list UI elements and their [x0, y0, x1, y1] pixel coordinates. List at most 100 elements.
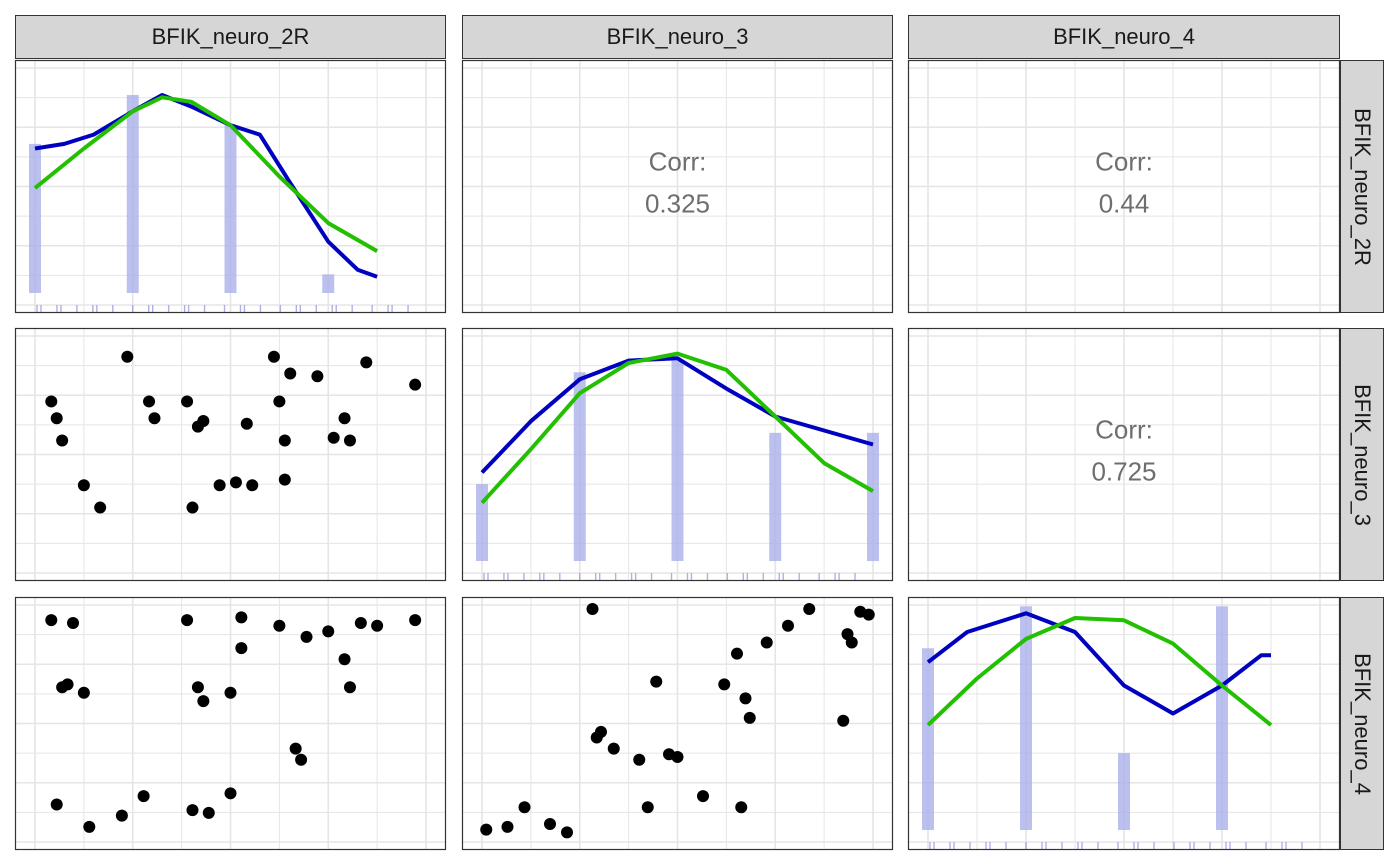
scatter-point [50, 798, 63, 811]
histogram-bar [573, 372, 586, 561]
facet-header-col2: BFIK_neuro_3 [462, 15, 893, 59]
scatter-point [845, 636, 858, 649]
scatter-point [229, 476, 242, 489]
panel-border [907, 596, 1340, 851]
scatter-point [121, 350, 134, 363]
corr-value: 0.44 [1099, 189, 1150, 219]
normal-curve-line [926, 616, 1273, 727]
scatter-point [837, 714, 850, 727]
facet-header-row3-label: BFIK_neuro_4 [1350, 652, 1375, 795]
scatter-point [137, 790, 150, 803]
histogram-bar [29, 143, 41, 293]
scatter-point [202, 806, 215, 819]
scatter-point [186, 804, 199, 817]
corr-value: 0.725 [1091, 457, 1156, 487]
scatter-point [77, 686, 90, 699]
panel-border [461, 327, 894, 582]
corr-label: Corr: [1095, 415, 1153, 445]
scatter-point [586, 603, 599, 615]
facet-header-col1-label: BFIK_neuro_2R [151, 24, 310, 49]
scatter-point [354, 616, 367, 629]
scatter-point [718, 678, 731, 691]
scatter-point [50, 412, 63, 425]
scatter-point [246, 479, 259, 492]
scatter-point [501, 820, 514, 833]
density-line [34, 93, 378, 279]
scatter-point [284, 367, 297, 380]
scatter-point [360, 356, 373, 369]
scatter-point [235, 611, 248, 624]
scatter-point [273, 395, 286, 408]
histogram-bar [769, 432, 782, 561]
scatter-point [267, 350, 280, 363]
scatter-point [278, 434, 291, 447]
scatter-point [480, 823, 493, 836]
scatter-point [191, 681, 204, 694]
scatter-point [83, 820, 96, 833]
scatter-point [338, 653, 351, 666]
scatter-point [67, 616, 80, 629]
scatter-point [371, 619, 384, 632]
scatter-point [322, 625, 335, 638]
scatter-point [735, 801, 748, 814]
corr-label: Corr: [1095, 147, 1153, 177]
histogram-bar [224, 125, 237, 294]
scatter-point [148, 412, 161, 425]
scatter-point [186, 501, 199, 514]
panel-border [14, 596, 447, 851]
histogram-bar [671, 360, 684, 561]
histogram-bar [1020, 606, 1032, 830]
scatter-point [338, 412, 351, 425]
normal-curve-line [33, 95, 379, 253]
panel-border [907, 59, 1340, 314]
scatter-point [595, 725, 607, 738]
scatter-point [311, 370, 324, 383]
scatter-point [197, 414, 210, 427]
scatter-point [56, 434, 69, 447]
scatter-point [224, 787, 237, 800]
scatter-point [181, 614, 194, 627]
scatter-point [327, 431, 340, 444]
histogram-bar [922, 648, 934, 830]
scatter-point [641, 801, 654, 814]
scatter-point [803, 603, 816, 615]
scatter-point [743, 711, 756, 724]
corr-value: 0.325 [645, 189, 710, 219]
facet-header-col1: BFIK_neuro_2R [15, 15, 446, 59]
histogram-bar [126, 94, 139, 293]
scatter-point [143, 395, 156, 408]
scatter-point [197, 695, 210, 708]
scatter-point [273, 619, 286, 632]
scatter-point [343, 434, 356, 447]
scatter-point [544, 818, 556, 831]
scatter-point [343, 681, 356, 694]
facet-header-row3: BFIK_neuro_4 [1340, 597, 1384, 850]
scatter-point [633, 753, 646, 766]
scatter-point [697, 790, 709, 803]
panel-border [907, 327, 1340, 582]
scatter-point [409, 614, 422, 627]
facet-header-row2-label: BFIK_neuro_3 [1350, 383, 1375, 526]
scatter-point [45, 395, 58, 408]
scatter-point [300, 630, 313, 643]
histogram-bar [476, 484, 488, 561]
scatter-point [671, 751, 684, 764]
scatter-point [94, 501, 107, 514]
scatter-point [181, 395, 194, 408]
scatter-point [45, 614, 58, 627]
scatter-point [295, 753, 308, 766]
scatter-point [731, 647, 743, 660]
scatter-point [115, 809, 128, 822]
facet-header-col3: BFIK_neuro_4 [908, 15, 1340, 59]
scatter-point [224, 686, 237, 699]
facet-header-col2-label: BFIK_neuro_3 [606, 24, 749, 49]
facet-header-col3-label: BFIK_neuro_4 [1053, 24, 1195, 49]
scatter-point [782, 619, 794, 632]
panel-border [461, 596, 894, 851]
histogram-bar [322, 274, 335, 293]
scatter-point [235, 642, 248, 655]
panel-border [14, 327, 447, 582]
panel-border [14, 59, 447, 314]
scatter-point [862, 608, 875, 621]
scatter-point [240, 417, 253, 430]
